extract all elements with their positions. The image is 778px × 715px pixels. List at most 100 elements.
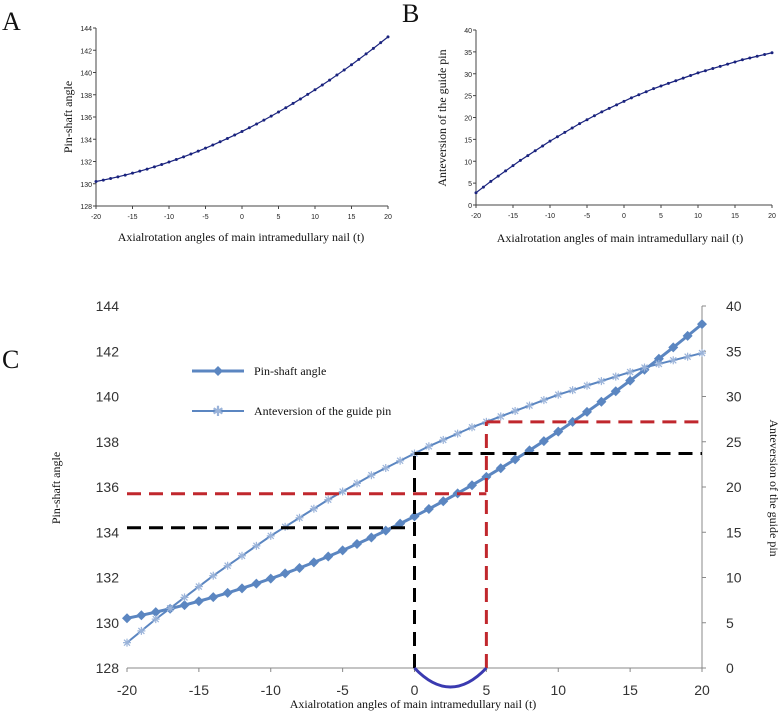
- b-y-tick-label: 15: [464, 137, 472, 144]
- b-data-point: [711, 67, 715, 70]
- c-point-anteversion: [194, 582, 203, 591]
- b-x-tick-label: 20: [768, 213, 776, 220]
- chart-a-ylabel: Pin-shaft angle: [61, 81, 75, 153]
- c-y-tick-label: 140: [96, 389, 120, 405]
- c-point-pin-shaft: [380, 525, 391, 536]
- c-point-pin-shaft: [538, 436, 549, 447]
- c-point-pin-shaft: [179, 600, 190, 611]
- c-point-anteversion: [511, 406, 520, 415]
- c-y2-tick-label: 5: [726, 615, 734, 631]
- b-data-point: [526, 154, 530, 158]
- chart-b-ticks: -20 -15 -10 -5 0 5 10 15 20 0 5 10 15 20 25 30 35 40: [464, 28, 776, 220]
- c-point-anteversion: [683, 352, 692, 361]
- chart-b: -20 -15 -10 -5 0 5 10 15 20 0 5 10 15 20 25 30 35 40 Axia…: [435, 28, 776, 245]
- panel-label-c: C: [2, 345, 19, 374]
- c-point-pin-shaft: [553, 426, 564, 437]
- b-data-point: [674, 79, 678, 83]
- b-x-tick-label: -5: [584, 213, 590, 220]
- a-data-point: [255, 122, 259, 126]
- a-x-tick-label: 10: [311, 214, 319, 221]
- c-point-anteversion: [554, 390, 563, 399]
- b-data-point: [607, 106, 611, 110]
- c-point-anteversion: [324, 495, 333, 504]
- a-data-point: [225, 136, 229, 140]
- c-x-tick-label: 15: [622, 682, 638, 698]
- c-point-anteversion: [539, 396, 548, 405]
- legend-marker-anteversion: ✱: [212, 404, 224, 420]
- a-x-tick-label: -20: [91, 214, 101, 221]
- c-point-pin-shaft: [222, 587, 233, 598]
- b-data-point: [563, 130, 567, 134]
- b-data-point: [615, 103, 619, 107]
- b-data-point: [504, 169, 508, 173]
- c-point-pin-shaft: [467, 480, 477, 491]
- c-y-tick-label: 138: [96, 434, 120, 450]
- chart-a-ticks: -20 -15 -10 -5 0 5 10 15 20 128 130 132 134 136 138 140…: [80, 26, 392, 221]
- a-data-point: [233, 133, 237, 137]
- a-data-point: [379, 41, 383, 45]
- panel-label-b: B: [402, 0, 419, 28]
- b-data-point: [518, 158, 522, 162]
- c-point-anteversion: [238, 551, 246, 560]
- c-y-tick-label: 142: [96, 343, 120, 359]
- b-data-point: [533, 149, 537, 153]
- c-y2-tick-label: 25: [726, 434, 742, 450]
- c-point-anteversion: [698, 349, 706, 358]
- chart-b-xlabel: Axialrotation angles of main intramedull…: [497, 231, 744, 245]
- c-point-anteversion: [309, 504, 318, 513]
- legend-label-pin-shaft: Pin-shaft angle: [254, 364, 326, 378]
- b-y-tick-label: 25: [464, 94, 472, 101]
- c-point-anteversion: [654, 359, 663, 368]
- chart-c-xlabel: Axialrotation angles of main intramedull…: [290, 697, 537, 711]
- b-y-tick-label: 20: [464, 116, 472, 123]
- a-y-tick-label: 138: [80, 93, 92, 100]
- c-point-anteversion: [123, 638, 131, 647]
- b-data-point: [733, 60, 737, 64]
- b-data-point: [489, 179, 493, 183]
- c-point-anteversion: [180, 593, 189, 602]
- b-y-tick-label: 0: [468, 203, 472, 210]
- b-series-line: [475, 52, 773, 194]
- c-point-pin-shaft: [136, 610, 147, 621]
- b-x-tick-label: 10: [694, 213, 702, 220]
- c-point-anteversion: [338, 487, 347, 496]
- a-x-tick-label: 0: [240, 214, 244, 221]
- c-y-tick-label: 144: [96, 298, 120, 314]
- c-point-anteversion: [626, 368, 635, 377]
- a-data-point: [167, 160, 171, 164]
- b-data-point: [570, 126, 574, 130]
- chart-c-legend: Pin-shaft angle ✱ Anteversion of the gui…: [192, 364, 391, 420]
- b-data-point: [511, 164, 515, 168]
- b-data-point: [652, 87, 656, 91]
- c-x-tick-label: 10: [550, 682, 566, 698]
- b-x-tick-label: 0: [622, 213, 626, 220]
- c-point-pin-shaft: [668, 342, 679, 353]
- a-y-tick-label: 128: [80, 204, 92, 211]
- b-data-point: [666, 81, 670, 85]
- c-y-tick-label: 134: [96, 524, 120, 540]
- c-point-anteversion: [353, 479, 361, 488]
- a-y-tick-label: 134: [80, 137, 92, 144]
- c-point-pin-shaft: [366, 532, 377, 543]
- chart-b-ylabel: Anteversion of the guide pin: [435, 49, 449, 186]
- c-x-tick-label: -15: [189, 682, 209, 698]
- a-data-point: [123, 173, 127, 177]
- a-data-point: [320, 83, 324, 87]
- c-y2-tick-label: 10: [726, 570, 742, 586]
- c-point-pin-shaft: [337, 545, 348, 556]
- c-y2-tick-label: 20: [726, 479, 742, 495]
- c-x-tick-label: -5: [336, 682, 349, 698]
- panel-label-a: A: [2, 7, 21, 36]
- c-point-pin-shaft: [251, 578, 262, 589]
- b-data-point: [748, 56, 752, 60]
- chart-c-y2label: Anteversion of the guide pin: [767, 419, 778, 556]
- chart-c-ylabel: Pin-shaft angle: [49, 452, 63, 524]
- c-point-pin-shaft: [150, 607, 161, 618]
- c-point-pin-shaft: [280, 568, 291, 579]
- c-y2-tick-label: 0: [726, 660, 734, 676]
- b-x-tick-label: -15: [508, 213, 518, 220]
- chart-a: -20 -15 -10 -5 0 5 10 15 20 128 130 132 134 136 138 140…: [61, 26, 392, 244]
- c-point-pin-shaft: [596, 396, 607, 407]
- c-point-anteversion: [611, 372, 620, 381]
